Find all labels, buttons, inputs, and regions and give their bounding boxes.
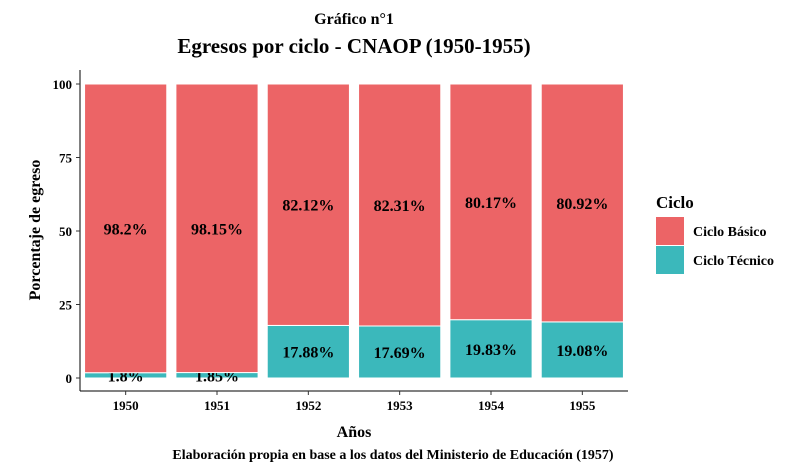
legend: Ciclo Básico Ciclo Técnico bbox=[656, 217, 774, 274]
chart-subtitle: Gráfico n°1 bbox=[314, 11, 394, 28]
data-label: 98.2% bbox=[104, 221, 148, 238]
x-tick-label: 1953 bbox=[387, 398, 414, 413]
y-tick-label: 25 bbox=[59, 298, 73, 313]
bar-segment bbox=[266, 324, 350, 379]
data-label: 80.92% bbox=[556, 196, 608, 213]
bar-segment bbox=[175, 83, 259, 374]
y-tick-label: 100 bbox=[53, 77, 73, 92]
data-label: 82.31% bbox=[374, 198, 426, 215]
x-tick-label: 1951 bbox=[204, 398, 230, 413]
x-tick-label: 1952 bbox=[295, 398, 321, 413]
y-tick-label: 0 bbox=[66, 371, 73, 386]
bar-segment bbox=[449, 83, 533, 321]
data-label: 17.69% bbox=[374, 345, 426, 362]
bar-segment bbox=[449, 319, 533, 379]
data-label: 19.83% bbox=[465, 342, 517, 359]
bar-segment bbox=[266, 83, 350, 326]
y-tick-label: 75 bbox=[59, 151, 73, 166]
data-label: 98.15% bbox=[191, 221, 243, 238]
bar-segment bbox=[540, 83, 624, 323]
legend-swatch bbox=[656, 246, 684, 274]
x-tick-label: 1955 bbox=[569, 398, 596, 413]
legend-label: Ciclo Básico bbox=[693, 225, 767, 240]
plot-area: 02550751001.8%98.2%19501.85%98.15%195117… bbox=[53, 70, 628, 413]
data-label: 80.17% bbox=[465, 195, 517, 212]
data-label: 82.12% bbox=[282, 198, 334, 215]
bar-segment bbox=[84, 83, 168, 374]
y-axis-label: Porcentaje de egreso bbox=[27, 160, 44, 301]
legend-swatch bbox=[656, 217, 684, 245]
y-tick-label: 50 bbox=[59, 224, 72, 239]
chart-caption: Elaboración propia en base a los datos d… bbox=[172, 448, 613, 463]
bar-segment bbox=[358, 83, 442, 327]
legend-label: Ciclo Técnico bbox=[693, 254, 774, 269]
x-axis-label: Años bbox=[337, 424, 372, 441]
x-tick-label: 1950 bbox=[113, 398, 139, 413]
data-label: 17.88% bbox=[282, 345, 334, 362]
legend-title: Ciclo bbox=[656, 193, 694, 212]
x-tick-label: 1954 bbox=[478, 398, 505, 413]
bar-segment bbox=[540, 321, 624, 379]
chart-title: Egresos por ciclo - CNAOP (1950-1955) bbox=[177, 34, 530, 58]
data-label: 19.08% bbox=[556, 343, 608, 360]
